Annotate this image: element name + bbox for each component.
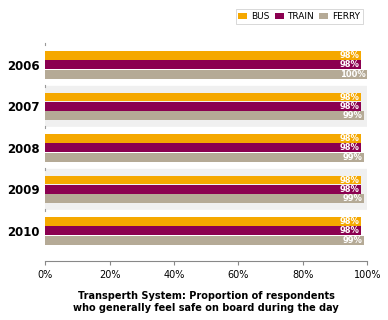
Text: 100%: 100% <box>340 70 366 79</box>
Bar <box>45 143 361 152</box>
Text: 99%: 99% <box>343 153 362 162</box>
Bar <box>45 236 364 245</box>
Text: 98%: 98% <box>340 185 359 194</box>
Text: 98%: 98% <box>340 217 359 226</box>
Bar <box>45 86 367 127</box>
Bar <box>45 153 364 162</box>
Text: 98%: 98% <box>340 175 359 185</box>
Text: 98%: 98% <box>340 92 359 101</box>
Text: 98%: 98% <box>340 60 359 69</box>
Bar <box>45 92 361 101</box>
Bar <box>45 210 367 252</box>
Bar <box>45 227 361 235</box>
Bar <box>45 134 361 143</box>
Legend: BUS, TRAIN, FERRY: BUS, TRAIN, FERRY <box>236 10 363 24</box>
Text: 98%: 98% <box>340 51 359 60</box>
Bar <box>45 60 361 69</box>
Bar <box>45 169 367 210</box>
Text: 99%: 99% <box>343 236 362 245</box>
Bar <box>45 102 361 111</box>
Bar <box>45 127 367 169</box>
Text: 99%: 99% <box>343 111 362 120</box>
Bar <box>45 217 361 226</box>
Bar <box>45 185 361 194</box>
Text: 99%: 99% <box>343 194 362 203</box>
Bar <box>45 70 367 79</box>
Text: 98%: 98% <box>340 102 359 111</box>
Text: 98%: 98% <box>340 143 359 152</box>
Bar <box>45 111 364 120</box>
X-axis label: Transperth System: Proportion of respondents
who generally feel safe on board du: Transperth System: Proportion of respond… <box>73 292 339 313</box>
Text: 98%: 98% <box>340 134 359 143</box>
Bar <box>45 194 364 203</box>
Bar <box>45 44 367 86</box>
Bar <box>45 176 361 184</box>
Bar <box>45 51 361 60</box>
Text: 98%: 98% <box>340 226 359 236</box>
